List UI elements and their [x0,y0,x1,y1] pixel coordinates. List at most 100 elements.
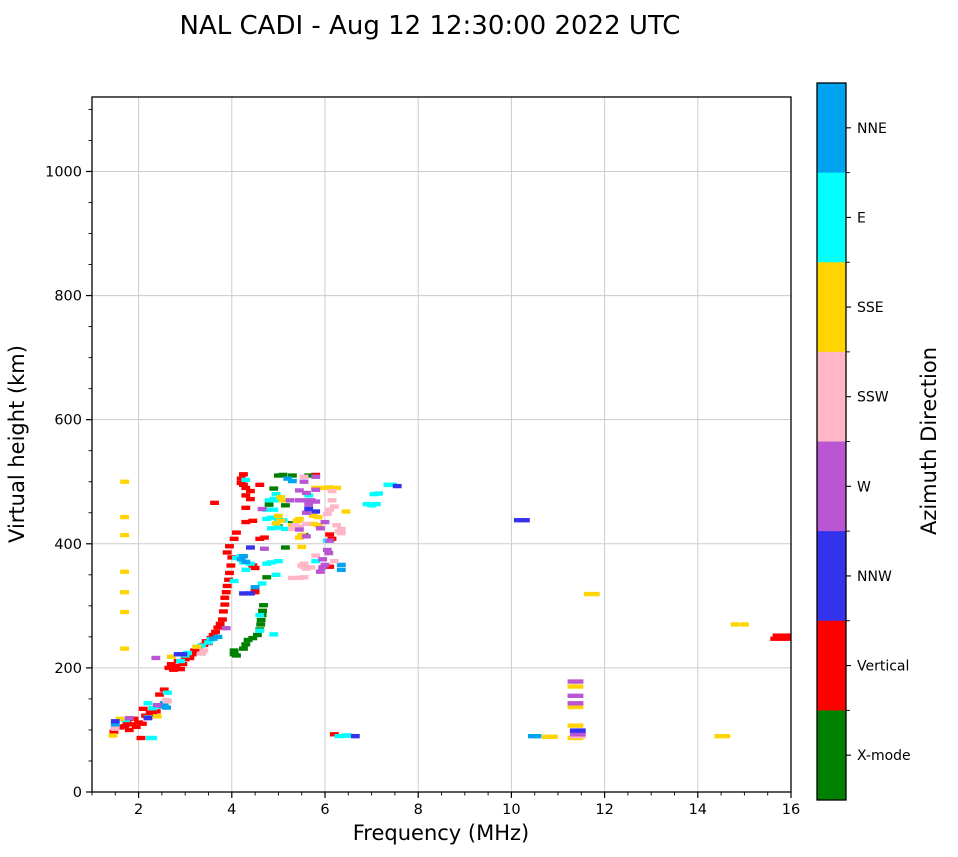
data-point-vertical [208,632,218,638]
data-point-ssw [287,575,297,581]
data-point-w [569,732,579,737]
data-point-w [318,557,328,562]
data-point-vertical [166,661,176,667]
colorbar-category-label: SSW [857,390,889,406]
data-point-w [152,702,162,708]
data-point-sse [120,532,130,538]
data-point-w [301,490,311,496]
data-point-vertical [176,666,185,672]
data-point-e [262,507,272,512]
data-point-nnw [143,715,153,721]
data-point-e [241,567,251,573]
data-point-vertical [220,595,230,600]
data-point-vertical [222,583,232,589]
data-point-w [124,715,134,721]
data-point-sse [583,591,593,597]
data-point-w [299,479,309,484]
data-point-e [269,507,279,512]
data-point-nne [287,478,297,484]
data-point-vertical [178,661,188,667]
data-point-vertical [785,633,791,638]
data-point-sse [120,569,130,574]
data-point-vertical [246,496,255,502]
x-tick-label: 4 [227,802,236,818]
data-point-nnw [576,728,586,733]
data-point-ssw [299,474,309,479]
data-point-x-mode [258,608,267,613]
data-point-x-mode [280,545,290,550]
x-tick-label: 8 [414,802,423,818]
data-point-e [266,515,276,520]
data-point-e [374,491,384,496]
data-point-e [383,482,393,488]
colorbar-segment-ssw [817,351,846,442]
data-point-w [294,488,304,493]
x-tick-label: 16 [782,802,800,818]
data-point-ssw [311,553,321,558]
data-point-vertical [325,564,335,569]
data-point-ssw [329,558,339,564]
data-point-nnw [311,509,321,514]
data-point-vertical [211,629,220,635]
data-point-sse [313,514,323,520]
data-point-w [324,550,334,556]
colorbar-segment-sse [817,262,846,353]
data-point-vertical [127,722,137,727]
data-point-nne [241,559,251,564]
data-point-e [388,482,397,488]
data-point-vertical [137,721,147,726]
data-point-nne [110,722,120,728]
data-point-ssw [299,564,309,569]
data-point-ssw [163,699,172,704]
data-point-e [229,578,239,584]
data-point-x-mode [243,637,253,643]
data-point-e [369,491,379,497]
data-point-e [255,612,265,618]
data-point-e [266,526,276,531]
data-point-sse [276,518,286,523]
data-point-w [311,474,321,479]
data-point-sse [120,514,130,520]
y-tick-label: 600 [54,413,82,429]
data-point-nne [532,733,542,739]
data-point-vertical [236,476,246,481]
data-point-e [255,628,265,633]
data-point-vertical [259,535,269,540]
colorbar-category-label: NNE [857,121,887,137]
data-point-nne [527,733,537,739]
data-point-w [574,693,584,698]
data-point-w [151,655,161,661]
data-point-e [266,560,276,565]
data-point-ssw [294,524,304,529]
colorbar-segment-x-mode [817,710,846,801]
data-point-ssw [301,521,311,527]
data-point-nne [162,705,171,710]
y-tick-label: 200 [54,661,82,677]
data-point-e [163,690,172,695]
data-point-ssw [197,651,206,656]
colorbar: NNE E SSE SSW W NNW Vertical X-mode [816,82,911,801]
data-point-vertical [325,532,335,537]
data-point-w [311,487,321,492]
data-point-vertical [250,565,260,571]
data-point-sse [567,723,577,728]
data-point-sse [276,495,286,500]
data-point-nnw [520,518,530,523]
data-point-sse [297,544,307,550]
data-point-vertical [120,724,130,729]
data-point-w [221,626,231,631]
data-point-nnw [350,733,360,739]
data-point-x-mode [269,486,279,491]
data-point-sse [278,498,288,503]
data-point-vertical [255,536,265,541]
data-point-w [301,498,311,503]
data-point-vertical [187,652,197,657]
axes-layer: 2 4 6 8 10 12 14 16 0 200 400 600 800 1000 [45,96,800,818]
data-point-sse [313,522,323,528]
x-tick-label: 6 [320,802,329,818]
data-point-w [574,701,584,706]
data-point-e [311,558,321,564]
plot-border [91,96,792,793]
data-point-vertical [224,577,233,582]
data-point-vertical [115,725,125,730]
